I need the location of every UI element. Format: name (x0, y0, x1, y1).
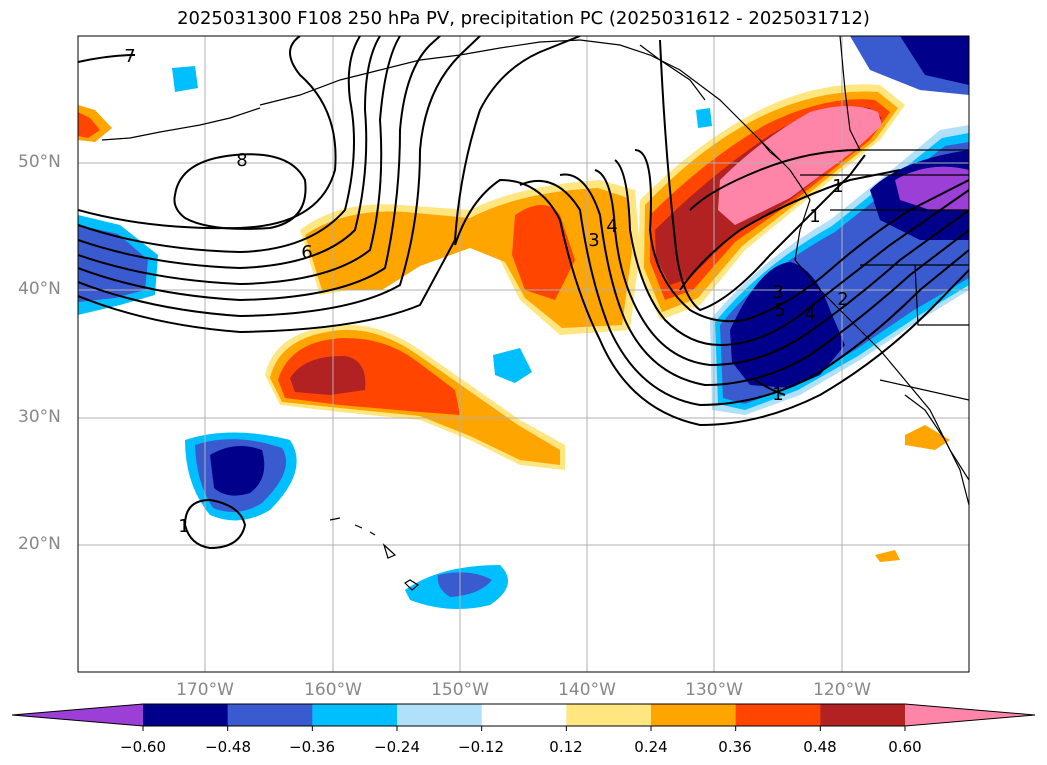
latitude-label: 20°N (18, 534, 61, 554)
colorbar-cell (566, 704, 652, 726)
colorbar-cell (651, 704, 737, 726)
colorbar-cell (397, 704, 483, 726)
colorbar-cell (820, 704, 906, 726)
colorbar-tick-label: −0.36 (289, 738, 335, 756)
latitude-label: 30°N (18, 407, 61, 427)
contour-label: 4 (606, 216, 617, 237)
latitude-label: 40°N (18, 279, 61, 299)
colorbar-tick-label: 0.12 (549, 738, 583, 756)
colorbar-max-extend (905, 704, 1035, 726)
contour-label: 1 (772, 384, 783, 405)
colorbar-cell (735, 704, 821, 726)
colorbar-min-extend (12, 704, 143, 726)
colorbar-tick-label: 0.60 (888, 738, 922, 756)
contour-label: 6 (301, 242, 312, 263)
colorbar-cell (312, 704, 398, 726)
colorbar-tick-label: −0.60 (120, 738, 166, 756)
map-title: 2025031300 F108 250 hPa PV, precipitatio… (177, 8, 870, 29)
contour-label: 1 (809, 206, 820, 227)
colorbar-tick-label: −0.24 (374, 738, 420, 756)
contour-label: 3 (588, 230, 599, 251)
contour-label-group: 7 8 6 3 4 1 1 1 2 3 4 5 1 (124, 46, 848, 537)
contour-label: 4 (804, 304, 815, 325)
longitude-label: 140°W (558, 680, 616, 700)
contour-label: 1 (178, 516, 189, 537)
graticule (78, 36, 969, 672)
latitude-label: 50°N (18, 152, 61, 172)
contour-label: 8 (236, 150, 247, 171)
contour-label: 2 (837, 289, 848, 310)
pv-contours (78, 36, 969, 550)
colorbar-tick-label: −0.12 (458, 738, 504, 756)
map-frame (77, 35, 970, 673)
contour-label: 5 (774, 300, 785, 321)
longitude-label: 160°W (304, 680, 362, 700)
colorbar-cell (143, 704, 229, 726)
colorbar (11, 703, 1036, 731)
colorbar-cell (227, 704, 313, 726)
colorbar-cell (481, 704, 567, 726)
longitude-label: 150°W (431, 680, 489, 700)
longitude-label: 130°W (685, 680, 743, 700)
contour-label: 1 (832, 176, 843, 197)
colorbar-tick-label: 0.48 (803, 738, 837, 756)
contour-label: 3 (772, 282, 783, 303)
colorbar-tick-label: 0.24 (634, 738, 668, 756)
longitude-label: 120°W (813, 680, 871, 700)
coastlines (101, 36, 969, 591)
contour-label: 7 (124, 46, 135, 67)
longitude-label: 170°W (176, 680, 234, 700)
colorbar-tick-label: −0.48 (205, 738, 251, 756)
colorbar-tick-label: 0.36 (718, 738, 752, 756)
